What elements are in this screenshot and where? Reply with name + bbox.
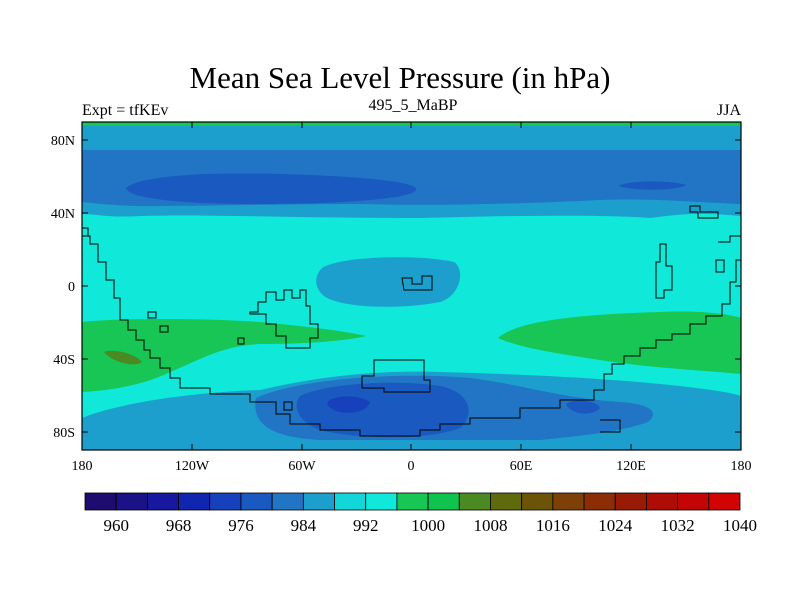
colorbar-label: 1024 [598, 516, 633, 535]
x-ticks [81, 122, 742, 450]
x-tick-label: 120W [175, 459, 210, 474]
pressure-field [82, 122, 741, 450]
coastline-west [82, 227, 89, 236]
x-tick-label: 180 [72, 459, 93, 474]
season-label: JJA [716, 102, 741, 119]
colorbar-swatch [583, 492, 616, 511]
colorbar-label: 1032 [661, 516, 695, 535]
y-tick-label: 40N [51, 207, 75, 222]
field-1016-high [104, 350, 142, 365]
coastline-east-4 [715, 259, 725, 273]
colorbar-swatch [240, 492, 273, 511]
colorbar [84, 492, 741, 511]
coastline-east-1 [655, 243, 673, 299]
experiment-label: Expt = tfKEv [82, 102, 169, 119]
x-tick-label: 0 [408, 459, 415, 474]
coastline-islands [401, 275, 433, 291]
colorbar-swatch [396, 492, 429, 511]
colorbar-swatch [178, 492, 211, 511]
colorbar-swatch [302, 492, 335, 511]
field-976-south [296, 382, 469, 438]
field-976-north-east [618, 181, 686, 190]
colorbar-swatch [646, 492, 679, 511]
field-968-south [327, 396, 370, 413]
colorbar-label: 968 [166, 516, 192, 535]
coastline-islet-2 [237, 337, 245, 345]
colorbar-labels: 960 968 976 984 992 1000 1008 1016 1024 1032 1040 [103, 516, 757, 535]
y-tick-label: 0 [68, 280, 75, 295]
y-tick-label: 40S [53, 353, 75, 368]
y-ticks [82, 139, 741, 433]
colorbar-label: 992 [353, 516, 379, 535]
map-title: Mean Sea Level Pressure (in hPa) [189, 60, 611, 95]
coastline-main [82, 235, 741, 437]
coastline-east-2 [689, 205, 719, 219]
coastline-africa [249, 289, 319, 349]
colorbar-label: 1000 [411, 516, 445, 535]
field-992-equator [316, 257, 461, 307]
colorbar-label: 984 [291, 516, 317, 535]
field-1008-indian [498, 311, 741, 374]
period-label: 495_5_MaBP [368, 97, 458, 114]
y-tick-label: 80S [53, 426, 75, 441]
colorbar-swatch [552, 492, 585, 511]
x-tick-label: 180 [731, 459, 752, 474]
x-tick-label: 60E [510, 459, 533, 474]
colorbar-swatch [427, 492, 460, 511]
coastline-east-3 [718, 235, 741, 243]
colorbar-swatch [521, 492, 554, 511]
colorbar-label: 1040 [723, 516, 757, 535]
colorbar-swatch [271, 492, 304, 511]
field-976-south-east [566, 400, 600, 414]
coastline-islet-3 [159, 325, 169, 333]
coastline-small-island [283, 401, 293, 411]
colorbar-swatch [209, 492, 242, 511]
colorbar-label: 1016 [536, 516, 570, 535]
coastline-south-east [600, 419, 621, 433]
colorbar-swatch [115, 492, 148, 511]
colorbar-swatch [365, 492, 398, 511]
colorbar-label: 976 [228, 516, 254, 535]
colorbar-swatch [146, 492, 179, 511]
colorbar-swatch [677, 492, 710, 511]
coastline-southern-island [361, 359, 431, 393]
y-tick-label: 80N [51, 134, 75, 149]
field-1008-atlantic [82, 319, 366, 392]
coastlines [82, 205, 741, 437]
coastline-islet-1 [147, 311, 157, 319]
colorbar-label: 960 [103, 516, 129, 535]
colorbar-swatch [84, 492, 117, 511]
colorbar-label: 1008 [473, 516, 507, 535]
x-tick-label: 60W [288, 459, 316, 474]
colorbar-swatch [708, 492, 741, 511]
colorbar-swatch [458, 492, 491, 511]
x-tick-label: 120E [616, 459, 646, 474]
colorbar-swatch [490, 492, 523, 511]
colorbar-swatch [334, 492, 367, 511]
colorbar-swatch [614, 492, 647, 511]
field-976-north [126, 173, 417, 204]
